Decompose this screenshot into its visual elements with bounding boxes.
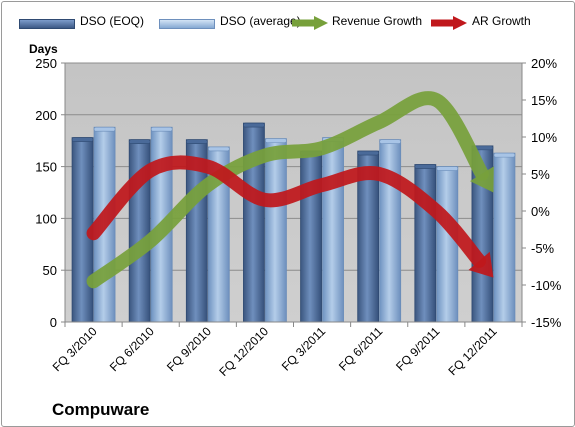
bar-dso-average [379, 139, 402, 323]
y-tick-label: 200 [35, 108, 57, 123]
legend-swatch-dso-eoq [19, 19, 75, 29]
x-tick-label: FQ 3/2010 [50, 324, 100, 374]
x-tick-label: FQ 9/2011 [393, 324, 443, 374]
x-tick-label: FQ 12/2011 [445, 324, 499, 378]
bar-dso-eoq-cap [71, 137, 94, 142]
bar-dso-average-cap [265, 138, 287, 143]
bar-dso-eoq-cap [243, 122, 265, 128]
legend-label-ar-growth: AR Growth [472, 14, 531, 28]
x-tick-label: FQ 6/2010 [107, 324, 157, 374]
ar-growth-line-arrowhead [468, 251, 494, 278]
legend-swatch-ar-growth [431, 16, 467, 30]
bar-dso-eoq-cap [414, 164, 437, 169]
bar-dso-average [322, 137, 344, 323]
bar-dso-eoq-cap [186, 139, 208, 144]
y-tick-label: 100 [35, 211, 57, 226]
y2-tick-label: 20% [531, 56, 557, 71]
legend: DSO (EOQ) DSO (average) Revenue Growth A… [2, 2, 574, 36]
y-tick-label: 250 [35, 56, 57, 71]
bar-dso-average [436, 166, 459, 323]
bar-dso-average [265, 138, 287, 323]
bar-dso-eoq [300, 150, 322, 323]
x-tick-label: FQ 6/2011 [336, 324, 386, 374]
legend-swatch-dso-average [159, 19, 215, 29]
y-tick-label: 0 [50, 315, 57, 330]
legend-swatch-revenue-growth [292, 16, 328, 30]
legend-label-dso-eoq: DSO (EOQ) [80, 14, 145, 28]
bar-dso-average-cap [93, 126, 116, 132]
bar-dso-average-cap [379, 139, 401, 144]
x-tick-label: FQ 3/2011 [279, 324, 329, 374]
bar-dso-eoq-cap [128, 139, 151, 144]
bar-dso-average-cap [493, 152, 516, 158]
bar-dso-average [493, 152, 516, 323]
bar-dso-average-cap [436, 166, 459, 171]
y-tick-label: 50 [43, 263, 57, 278]
bar-dso-average-cap [208, 146, 230, 152]
y2-tick-label: -10% [531, 278, 562, 293]
x-tick-label: FQ 12/2010 [216, 324, 271, 379]
revenue-growth-line-arrowhead [469, 166, 494, 193]
y2-tick-label: -15% [531, 315, 562, 330]
bar-dso-average-cap [150, 126, 173, 132]
y2-tick-label: 5% [531, 167, 550, 182]
revenue-growth-line [86, 91, 489, 289]
legend-label-dso-average: DSO (average) [220, 14, 301, 28]
ar-growth-line [86, 155, 487, 268]
y2-tick-label: 0% [531, 204, 550, 219]
company-name: Compuware [52, 400, 150, 419]
y2-tick-label: 15% [531, 93, 557, 108]
x-tick-label: FQ 9/2010 [164, 324, 214, 374]
y2-tick-label: -5% [531, 241, 555, 256]
y-tick-label: 150 [35, 160, 57, 175]
legend-label-revenue-growth: Revenue Growth [332, 14, 423, 28]
bar-dso-eoq-cap [357, 150, 379, 156]
y-axis-title: Days [29, 42, 58, 56]
y2-tick-label: 10% [531, 130, 557, 145]
